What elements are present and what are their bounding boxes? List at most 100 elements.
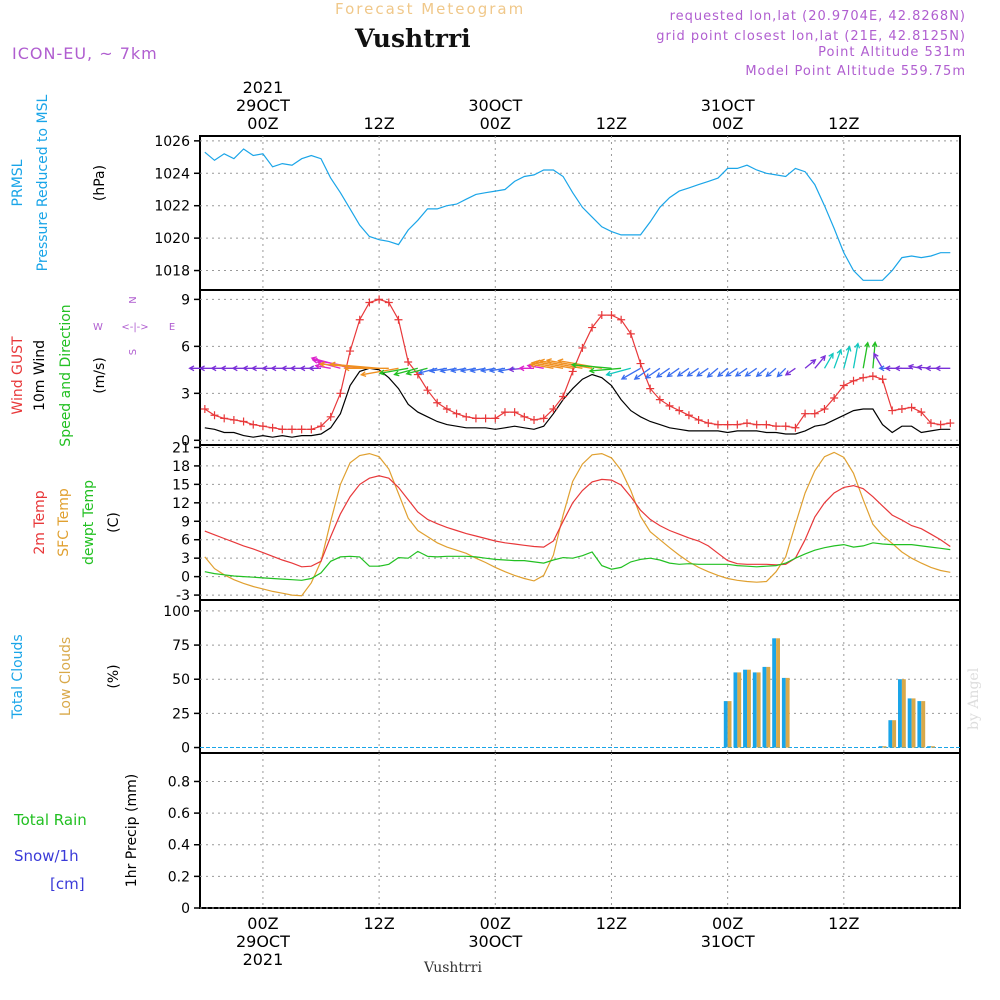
panel-label: 10m Wind [32,340,48,411]
gust-point [762,420,771,429]
footer-location: Vushtrri [424,960,482,976]
low-cloud-bar [931,746,935,748]
panel-label: Pressure Reduced to MSL [35,94,51,271]
wind-arrow [765,367,777,378]
gust-point [326,412,335,421]
top-time-label: 00Z [480,114,511,133]
y-tick-label: 1022 [154,199,190,215]
wind-arrow [378,367,409,376]
top-time-label: 12Z [363,114,394,133]
panel-frame-0 [199,135,961,291]
supertitle: Forecast Meteogram [335,0,526,18]
gust-point [210,411,219,420]
y-tick-label: 0 [181,901,190,917]
y-tick-label: 0.4 [168,838,190,854]
rain-label: Total Rain [13,811,87,829]
gust-point [220,414,229,423]
wind-arrow [359,367,399,378]
wind-arrow [318,361,370,369]
wind-arrow [655,367,670,378]
gust-point [239,417,248,426]
gust-point [471,414,480,423]
y-tick-label: 100 [163,604,190,620]
low-cloud-bar [785,677,790,748]
panel-label: dewpt Temp [81,480,97,565]
y-tick-label: 0 [181,433,190,449]
top-time-label: 29OCT [236,96,290,115]
snow-label: Snow/1h [14,847,79,865]
compass-n: N [128,296,139,303]
gust-point [462,412,471,421]
y-tick-label: 18 [172,459,190,475]
gust-point [597,311,606,320]
gust-point [655,395,664,404]
y-tick-label: 6 [181,533,190,549]
low-cloud-bar [921,701,926,748]
wind-arrow [823,352,834,369]
wind-arrow [852,342,861,369]
wind-arrow [605,367,631,377]
gust-point [394,315,403,324]
total-cloud-bar [733,672,738,748]
gust-point [646,384,655,393]
sfc-temp-line [204,451,951,597]
gust-point [530,415,539,424]
total-cloud-bar [781,677,786,748]
wind10m-line [204,367,951,438]
gust-point [413,370,422,379]
gust-point [365,298,374,307]
snow-units-label: [cm] [50,875,85,893]
wind-arrow [270,365,283,372]
gust-point [830,394,839,403]
gust-point [849,376,858,385]
panel-label: (C) [106,512,122,533]
panel-label: (hPa) [92,165,108,201]
wind-arrow [706,367,719,378]
y-tick-label: 1018 [154,264,190,280]
model-label: ICON-EU, ~ 7km [12,44,158,63]
gust-point [481,414,490,423]
gust-point [200,404,209,413]
wind-arrow [725,367,738,377]
wind-arrow [405,367,428,376]
gust-point [559,392,568,401]
wind-arrow [570,362,612,369]
y-tick-label: 6 [181,339,190,355]
wind-arrow [633,367,651,380]
pressure-line [204,148,951,281]
gust-point [510,408,519,417]
compass-s: S [128,349,139,355]
wind-arrow [393,367,418,377]
total-cloud-bar [762,666,767,748]
gust-point [423,386,432,395]
data-marks [188,148,960,749]
gust-point [636,359,645,368]
wind-arrow [894,365,912,372]
gust-point [704,419,713,428]
y-tick-label: 1026 [154,134,190,150]
total-cloud-bar [927,746,931,748]
gust-point [694,415,703,424]
gust-point [675,406,684,415]
panel-label: Low Clouds [58,637,74,716]
gust-point [617,315,626,324]
y-tick-label: 0.8 [168,774,190,790]
model-altitude: Model Point Altitude 559.75m [745,64,966,79]
low-cloud-bar [882,746,887,748]
gust-point [287,425,296,434]
total-cloud-bar [917,701,922,748]
gust-point [578,343,587,352]
grid-coords: grid point closest lon,lat (21E, 42.8125… [656,29,966,44]
gust-point [442,404,451,413]
wind-arrow [343,365,389,372]
gust-point [626,329,635,338]
gust-point [897,404,906,413]
panel-frame-3 [199,599,961,754]
y-tick-label: 25 [172,706,190,722]
compass-w: W [93,322,103,333]
wind-arrow [250,365,263,372]
gust-point [946,419,955,428]
y-tick-label: 1024 [154,166,190,182]
wind-arrow [804,358,817,369]
